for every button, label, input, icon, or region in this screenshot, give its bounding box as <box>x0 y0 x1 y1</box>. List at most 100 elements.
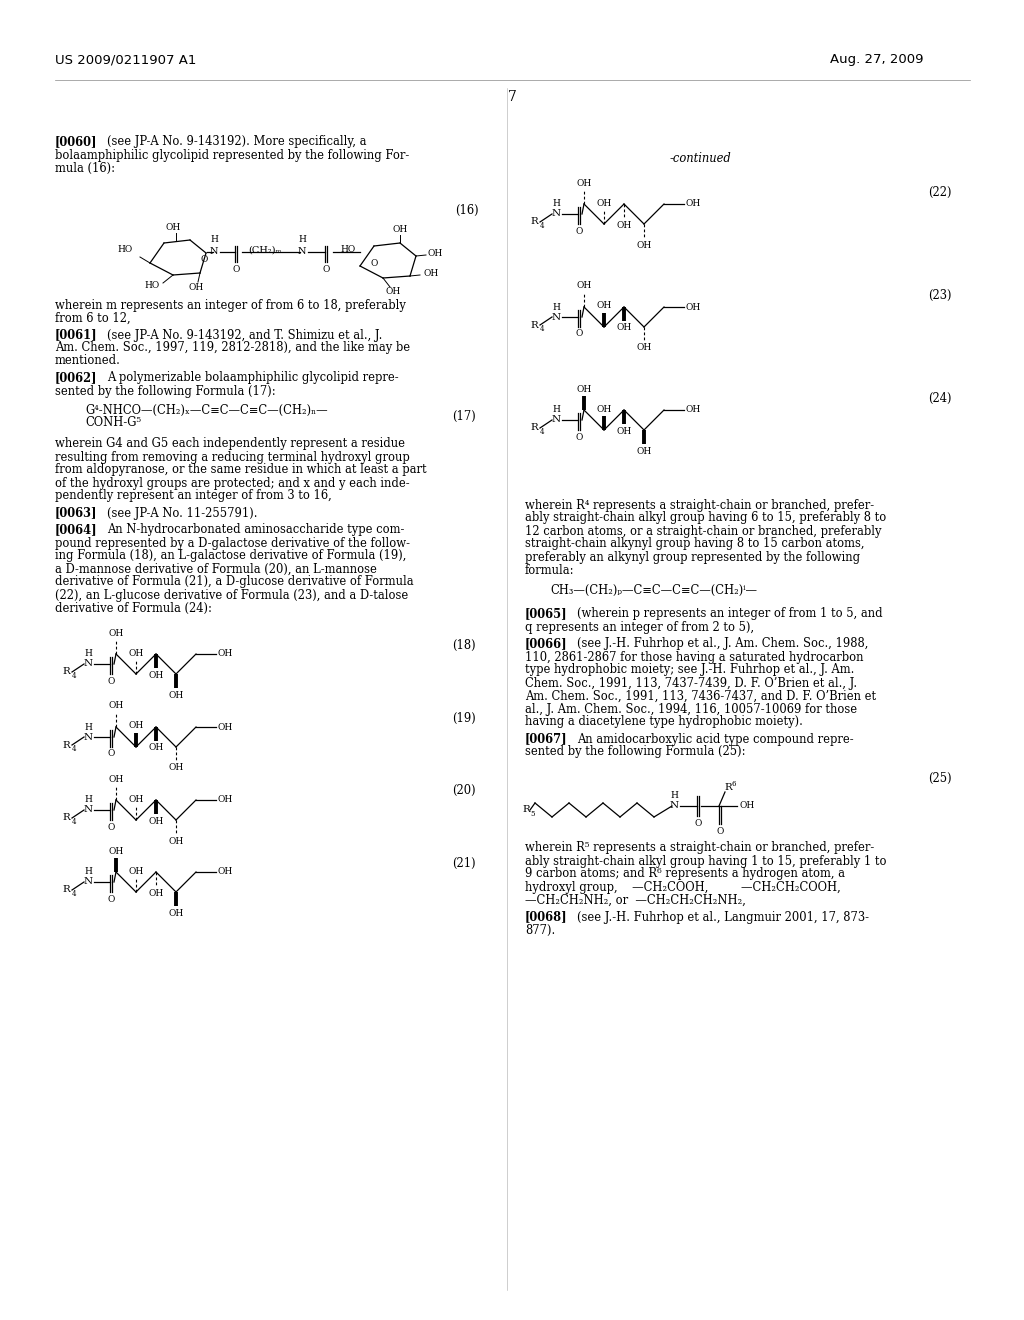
Text: OH: OH <box>148 671 164 680</box>
Text: OH: OH <box>596 301 611 310</box>
Text: Am. Chem. Soc., 1991, 113, 7436-7437, and D. F. O’Brien et: Am. Chem. Soc., 1991, 113, 7436-7437, an… <box>525 689 877 702</box>
Text: OH: OH <box>128 795 143 804</box>
Text: (CH₂)ₘ: (CH₂)ₘ <box>248 246 282 255</box>
Text: 4: 4 <box>72 890 77 898</box>
Text: (23): (23) <box>928 289 951 301</box>
Text: 4: 4 <box>72 744 77 752</box>
Text: OH: OH <box>168 837 183 846</box>
Text: OH: OH <box>392 226 408 235</box>
Text: pendently represent an integer of from 3 to 16,: pendently represent an integer of from 3… <box>55 490 332 503</box>
Text: 4: 4 <box>540 325 545 333</box>
Text: OH: OH <box>423 268 438 277</box>
Text: N: N <box>83 733 92 742</box>
Text: O: O <box>108 822 115 832</box>
Text: OH: OH <box>188 282 204 292</box>
Text: 7: 7 <box>508 90 516 104</box>
Text: A polymerizable bolaamphiphilic glycolipid repre-: A polymerizable bolaamphiphilic glycolip… <box>106 371 398 384</box>
Text: 5: 5 <box>530 810 535 818</box>
Text: straight-chain alkynyl group having 8 to 15 carbon atoms,: straight-chain alkynyl group having 8 to… <box>525 537 864 550</box>
Text: resulting from removing a reducing terminal hydroxyl group: resulting from removing a reducing termi… <box>55 450 410 463</box>
Text: OH: OH <box>218 649 233 659</box>
Text: formula:: formula: <box>525 564 574 577</box>
Text: O: O <box>201 256 208 264</box>
Text: OH: OH <box>686 405 701 414</box>
Text: CH₃—(CH₂)ₚ—C≡C—C≡C—(CH₂)ⁱ—: CH₃—(CH₂)ₚ—C≡C—C≡C—(CH₂)ⁱ— <box>550 583 757 597</box>
Text: ably straight-chain alkyl group having 1 to 15, preferably 1 to: ably straight-chain alkyl group having 1… <box>525 854 887 867</box>
Text: HO: HO <box>340 246 355 255</box>
Text: O: O <box>108 750 115 759</box>
Text: wherein R⁴ represents a straight-chain or branched, prefer-: wherein R⁴ represents a straight-chain o… <box>525 499 874 511</box>
Text: H: H <box>298 235 306 244</box>
Text: (19): (19) <box>452 711 476 725</box>
Text: [0066]: [0066] <box>525 638 567 651</box>
Text: R: R <box>522 805 530 814</box>
Text: —CH₂CH₂NH₂, or  —CH₂CH₂CH₂NH₂,: —CH₂CH₂NH₂, or —CH₂CH₂CH₂NH₂, <box>525 894 745 907</box>
Text: OH: OH <box>636 343 651 352</box>
Text: 4: 4 <box>540 222 545 230</box>
Text: OH: OH <box>109 701 124 710</box>
Text: (17): (17) <box>452 409 476 422</box>
Text: N: N <box>298 248 306 256</box>
Text: having a diacetylene type hydrophobic moiety).: having a diacetylene type hydrophobic mo… <box>525 715 803 729</box>
Text: OH: OH <box>148 817 164 825</box>
Text: (wherein p represents an integer of from 1 to 5, and: (wherein p represents an integer of from… <box>577 607 883 620</box>
Text: H: H <box>552 302 560 312</box>
Text: ing Formula (18), an L-galactose derivative of Formula (19),: ing Formula (18), an L-galactose derivat… <box>55 549 407 562</box>
Text: mula (16):: mula (16): <box>55 161 115 174</box>
Text: O: O <box>108 676 115 685</box>
Text: OH: OH <box>148 743 164 752</box>
Text: OH: OH <box>165 223 180 232</box>
Text: of the hydroxyl groups are protected; and x and y each inde-: of the hydroxyl groups are protected; an… <box>55 477 410 490</box>
Text: pound represented by a D-galactose derivative of the follow-: pound represented by a D-galactose deriv… <box>55 536 410 549</box>
Text: 110, 2861-2867 for those having a saturated hydrocarbon: 110, 2861-2867 for those having a satura… <box>525 651 863 664</box>
Text: (see J.-H. Fuhrhop et al., J. Am. Chem. Soc., 1988,: (see J.-H. Fuhrhop et al., J. Am. Chem. … <box>577 638 868 651</box>
Text: O: O <box>694 820 701 829</box>
Text: wherein m represents an integer of from 6 to 18, preferably: wherein m represents an integer of from … <box>55 298 406 312</box>
Text: ably straight-chain alkyl group having 6 to 15, preferably 8 to: ably straight-chain alkyl group having 6… <box>525 511 886 524</box>
Text: [0064]: [0064] <box>55 524 97 536</box>
Text: OH: OH <box>385 286 400 296</box>
Text: (see JP-A No. 11-255791).: (see JP-A No. 11-255791). <box>106 507 257 520</box>
Text: OH: OH <box>428 248 443 257</box>
Text: OH: OH <box>218 796 233 804</box>
Text: O: O <box>108 895 115 903</box>
Text: wherein G4 and G5 each independently represent a residue: wherein G4 and G5 each independently rep… <box>55 437 406 450</box>
Text: O: O <box>575 227 583 235</box>
Text: [0068]: [0068] <box>525 911 567 924</box>
Text: (18): (18) <box>452 639 475 652</box>
Text: 4: 4 <box>72 818 77 826</box>
Text: [0067]: [0067] <box>525 733 567 746</box>
Text: H: H <box>210 235 218 244</box>
Text: O: O <box>575 330 583 338</box>
Text: OH: OH <box>636 240 651 249</box>
Text: OH: OH <box>577 281 592 290</box>
Text: H: H <box>84 796 92 804</box>
Text: OH: OH <box>128 866 143 875</box>
Text: An amidocarboxylic acid type compound repre-: An amidocarboxylic acid type compound re… <box>577 733 854 746</box>
Text: OH: OH <box>686 302 701 312</box>
Text: derivative of Formula (21), a D-glucose derivative of Formula: derivative of Formula (21), a D-glucose … <box>55 576 414 589</box>
Text: R: R <box>724 784 732 792</box>
Text: (16): (16) <box>455 203 478 216</box>
Text: (see JP-A No. 9-143192, and T. Shimizu et al., J.: (see JP-A No. 9-143192, and T. Shimizu e… <box>106 329 382 342</box>
Text: H: H <box>84 649 92 659</box>
Text: N: N <box>552 313 560 322</box>
Text: from 6 to 12,: from 6 to 12, <box>55 312 131 325</box>
Text: wherein R⁵ represents a straight-chain or branched, prefer-: wherein R⁵ represents a straight-chain o… <box>525 842 874 854</box>
Text: N: N <box>670 801 679 810</box>
Text: OH: OH <box>596 198 611 207</box>
Text: (22): (22) <box>928 186 951 198</box>
Text: H: H <box>552 405 560 414</box>
Text: OH: OH <box>148 888 164 898</box>
Text: (21): (21) <box>452 857 475 870</box>
Text: N: N <box>83 805 92 814</box>
Text: H: H <box>84 722 92 731</box>
Text: H: H <box>552 199 560 209</box>
Text: R: R <box>530 321 538 330</box>
Text: O: O <box>232 265 240 275</box>
Text: O: O <box>575 433 583 441</box>
Text: 9 carbon atoms; and R⁶ represents a hydrogen atom, a: 9 carbon atoms; and R⁶ represents a hydr… <box>525 867 845 880</box>
Text: OH: OH <box>596 404 611 413</box>
Text: (24): (24) <box>928 392 951 404</box>
Text: type hydrophobic moiety; see J.-H. Fuhrhop et al., J. Am.: type hydrophobic moiety; see J.-H. Fuhrh… <box>525 664 854 676</box>
